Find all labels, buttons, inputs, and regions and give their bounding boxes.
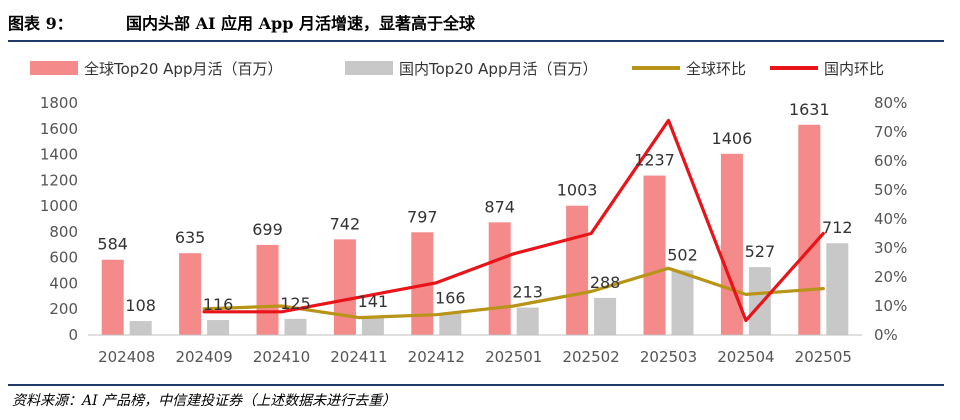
data-label-global: 635 [175, 228, 206, 247]
data-label-domestic: 502 [667, 245, 698, 264]
bar-domestic-202412 [439, 313, 462, 335]
bar-global-202503 [643, 175, 666, 335]
data-label-domestic: 108 [125, 296, 156, 315]
source-note: 资料来源：AI 产品榜，中信建投证券（上述数据未进行去重） [12, 393, 397, 409]
right-tick-label: 70% [874, 123, 907, 141]
chart-header: 图表 9： 国内头部 AI 应用 App 月活增速，显著高于全球 [8, 0, 952, 40]
right-tick-label: 50% [874, 181, 907, 199]
data-label-global: 797 [407, 207, 438, 226]
bar-global-202408 [101, 259, 124, 335]
data-label-domestic: 141 [358, 292, 389, 311]
bar-global-202502 [566, 205, 589, 335]
legend-swatch-1 [345, 61, 393, 75]
line-domestic-mom [202, 118, 825, 323]
right-tick-label: 0% [874, 326, 898, 344]
x-tick-label: 202409 [175, 348, 232, 366]
bar-domestic-202408 [129, 321, 152, 335]
bar-global-202411 [333, 239, 356, 335]
bar-domestic-202410 [284, 318, 307, 335]
legend-label-1: 国内Top20 App月活（百万） [399, 60, 597, 78]
bar-domestic-202504 [748, 267, 771, 335]
data-label-domestic: 527 [745, 242, 776, 261]
bar-domestic-202411 [361, 316, 384, 335]
left-tick-label: 200 [49, 300, 78, 318]
x-tick-label: 202411 [330, 348, 387, 366]
legend: 全球Top20 App月活（百万） 国内Top20 App月活（百万） 全球环比 国内… [30, 60, 884, 78]
data-label-global: 1406 [712, 129, 753, 148]
data-label-global: 584 [97, 235, 128, 254]
x-tick-label: 202502 [562, 348, 619, 366]
data-label-domestic: 213 [512, 283, 543, 302]
data-label-domestic: 125 [280, 294, 311, 313]
bar-domestic-202505 [826, 243, 849, 335]
x-tick-label: 202503 [640, 348, 697, 366]
legend-label-3: 国内环比 [824, 60, 884, 78]
bar-global-202409 [179, 253, 202, 335]
data-label-domestic: 288 [590, 273, 621, 292]
data-label-domestic: 712 [822, 218, 853, 237]
left-tick-label: 600 [49, 249, 78, 267]
data-labels: 584 108 635 116 699 125 742 141 797 166 874 213 1003… [97, 100, 852, 315]
x-tick-label: 202505 [795, 348, 852, 366]
right-tick-label: 10% [874, 297, 907, 315]
data-label-domestic: 116 [203, 295, 234, 314]
bar-domestic-202409 [207, 320, 230, 335]
data-label-global: 699 [252, 220, 283, 239]
bottom-rule [8, 384, 944, 386]
figure-label: 图表 9： [8, 14, 73, 33]
data-label-global: 1003 [557, 181, 598, 200]
right-tick-label: 60% [874, 152, 907, 170]
right-axis: 0% 10% 20% 30% 40% 50% 60% 70% 80% [874, 94, 907, 344]
chart-title: 国内头部 AI 应用 App 月活增速，显著高于全球 [126, 14, 475, 33]
legend-swatch-0 [30, 61, 78, 75]
data-label-domestic: 166 [435, 289, 466, 308]
bar-domestic-202501 [516, 307, 539, 335]
right-tick-label: 40% [874, 210, 907, 228]
left-axis: 0 200 400 600 800 1000 1200 1400 1600 1800 [40, 94, 78, 344]
data-label-global: 874 [484, 197, 515, 216]
data-label-global: 1237 [634, 151, 675, 170]
left-tick-label: 1400 [40, 146, 78, 164]
legend-label-2: 全球环比 [686, 60, 746, 78]
top-rule [8, 40, 944, 42]
bar-domestic-202503 [671, 270, 694, 335]
bar-global-202501 [488, 222, 511, 335]
legend-label-0: 全球Top20 App月活（百万） [84, 60, 282, 78]
left-tick-label: 1000 [40, 197, 78, 215]
x-axis: 202408 202409 202410 202411 202412 202501 2025… [98, 348, 852, 366]
bar-global-202410 [256, 244, 279, 335]
left-tick-label: 1600 [40, 120, 78, 138]
bar-global-202505 [798, 124, 821, 335]
right-tick-label: 30% [874, 239, 907, 257]
left-tick-label: 400 [49, 274, 78, 292]
left-tick-label: 1800 [40, 94, 78, 112]
left-tick-label: 800 [49, 223, 78, 241]
left-tick-label: 1200 [40, 171, 78, 189]
bar-domestic-202502 [594, 297, 617, 335]
left-tick-label: 0 [68, 326, 78, 344]
bar-global-202504 [720, 153, 743, 335]
x-tick-label: 202412 [408, 348, 465, 366]
x-tick-label: 202501 [485, 348, 542, 366]
line-global-mom [202, 266, 825, 320]
x-tick-label: 202408 [98, 348, 155, 366]
right-tick-label: 80% [874, 94, 907, 112]
x-tick-label: 202504 [717, 348, 774, 366]
x-tick-label: 202410 [253, 348, 310, 366]
right-tick-label: 20% [874, 268, 907, 286]
data-label-global: 1631 [789, 100, 830, 119]
data-label-global: 742 [330, 214, 361, 233]
lines [202, 118, 825, 323]
bar-global-202412 [411, 232, 434, 335]
